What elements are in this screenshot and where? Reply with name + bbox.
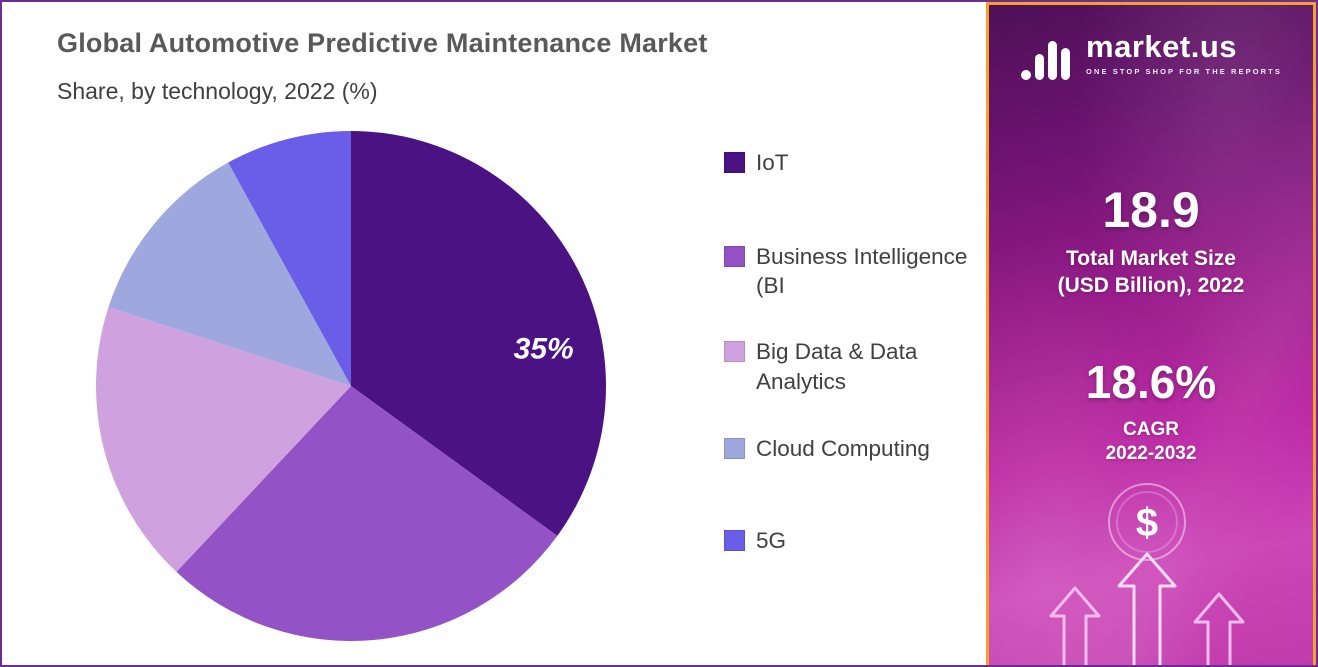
pie-chart: 35% — [95, 131, 607, 642]
legend-swatch-icon — [724, 245, 745, 267]
pie-data-label-iot: 35% — [514, 333, 574, 366]
legend-item-cloud-computing: Cloud Computing — [724, 434, 986, 464]
legend-swatch-icon — [724, 152, 745, 173]
legend-label: Big Data & Data Analytics — [756, 339, 918, 394]
up-arrow-left-icon — [1049, 586, 1101, 665]
chart-title: Global Automotive Predictive Maintenance… — [57, 28, 708, 58]
chart-subtitle: Share, by technology, 2022 (%) — [57, 78, 378, 104]
market-size-label-line2: (USD Billion), 2022 — [1057, 273, 1245, 297]
market-size-value: 18.9 — [1102, 182, 1200, 238]
cagr-label-line1: CAGR — [1123, 418, 1179, 440]
coin-circle — [1108, 483, 1186, 561]
cagr-label: CAGR 2022-2032 — [989, 418, 1313, 467]
logo-text: market.us — [1086, 29, 1237, 64]
growth-arrows-graphic: $ — [1049, 483, 1245, 665]
legend-label: 5G — [756, 528, 787, 554]
legend-swatch-icon — [724, 438, 745, 460]
legend-item-big-data-data-analytics: Big Data & Data Analytics — [724, 337, 986, 396]
stat-cagr: 18.6% CAGR 2022-2032 — [989, 357, 1313, 466]
pie-slice-iot — [351, 131, 607, 536]
market-size-label: Total Market Size (USD Billion), 2022 — [989, 246, 1313, 300]
market-size-label-line1: Total Market Size — [1066, 247, 1236, 270]
legend-label: Cloud Computing — [756, 436, 930, 462]
marketus-logo-icon — [1021, 41, 1071, 80]
up-arrow-right-icon — [1193, 592, 1245, 665]
legend-item-5g: 5G — [724, 526, 986, 556]
brand-sidebar: market.us ONE STOP SHOP FOR THE REPORTS … — [986, 2, 1316, 665]
logo-tagline: ONE STOP SHOP FOR THE REPORTS — [1086, 67, 1282, 76]
legend-item-iot: IoT — [724, 148, 986, 178]
logo: market.us ONE STOP SHOP FOR THE REPORTS — [989, 31, 1313, 81]
up-arrow-center-icon — [1117, 552, 1177, 665]
legend-label: Business Intelligence (BI — [756, 243, 968, 299]
legend-label: IoT — [756, 150, 789, 175]
cagr-label-line2: 2022-2032 — [1105, 442, 1197, 464]
legend-item-business-intelligence-bi: Business Intelligence (BI — [724, 242, 986, 301]
pie-slice-big-data-data-analytics — [95, 307, 352, 572]
legend-swatch-icon — [724, 530, 745, 552]
legend-swatch-icon — [724, 341, 745, 363]
dollar-sign: $ — [1136, 501, 1158, 545]
logo-text-block: market.us ONE STOP SHOP FOR THE REPORTS — [1086, 31, 1282, 76]
pie-slice-5g — [228, 131, 351, 386]
stat-total-market-size: 18.9 Total Market Size (USD Billion), 20… — [989, 183, 1313, 300]
pie-slice-business-intelligence-bi — [176, 386, 558, 642]
pie-slice-cloud-computing — [108, 162, 351, 386]
coin-inner-circle — [1116, 491, 1178, 553]
legend: IoT Business Intelligence (BI Big Data & D… — [724, 148, 986, 556]
cagr-value: 18.6% — [1085, 356, 1217, 408]
